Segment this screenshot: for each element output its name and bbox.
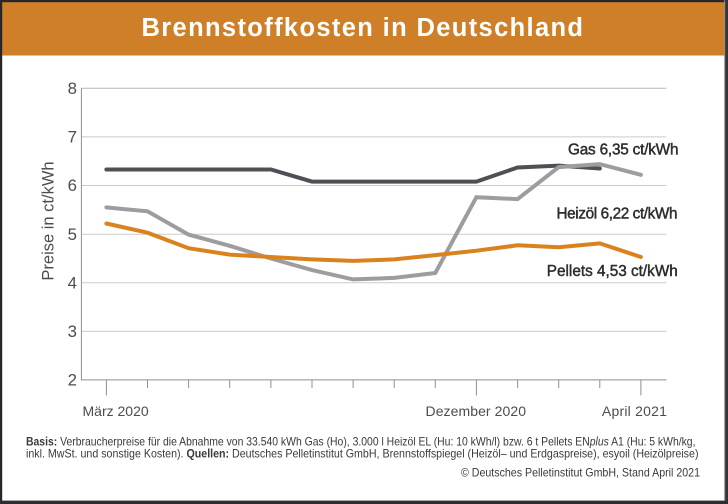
svg-text:Heizöl 6,22 ct/kWh: Heizöl 6,22 ct/kWh [557,206,678,223]
svg-text:6: 6 [68,176,77,195]
svg-text:8: 8 [68,79,77,98]
svg-text:inkl. MwSt. und sonstige Koste: inkl. MwSt. und sonstige Kosten). Quelle… [26,446,699,460]
svg-text:März 2020: März 2020 [83,403,149,419]
svg-text:April 2021: April 2021 [602,403,667,419]
svg-text:Pellets 4,53 ct/kWh: Pellets 4,53 ct/kWh [547,263,678,280]
svg-text:Gas 6,35 ct/kWh: Gas 6,35 ct/kWh [568,142,679,159]
svg-text:2: 2 [68,371,77,390]
svg-text:4: 4 [68,274,77,293]
svg-text:Brennstoffkosten in Deutschlan: Brennstoffkosten in Deutschland [142,14,584,42]
svg-text:7: 7 [68,128,77,147]
svg-text:Basis: Verbraucherpreise für d: Basis: Verbraucherpreise für die Abnahme… [26,434,696,448]
svg-text:Dezember 2020: Dezember 2020 [426,403,527,419]
svg-text:Preise in ct/kWh: Preise in ct/kWh [40,161,58,280]
svg-text:© Deutsches Pelletinstitut Gmb: © Deutsches Pelletinstitut GmbH, Stand A… [461,466,700,480]
svg-text:5: 5 [68,225,77,244]
svg-text:3: 3 [68,322,77,341]
